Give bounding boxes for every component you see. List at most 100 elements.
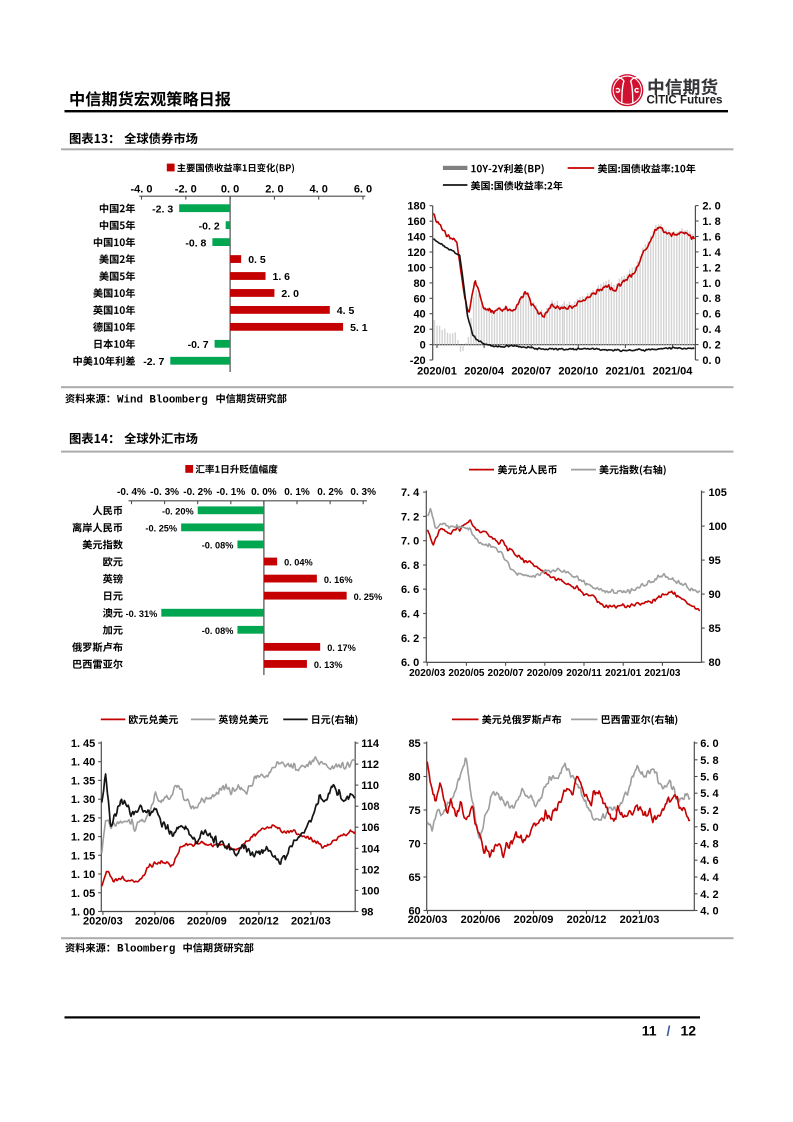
svg-text:60: 60 [413,293,425,305]
svg-text:1. 20: 1. 20 [71,832,95,844]
svg-text:80: 80 [408,772,420,784]
svg-text:2020/04: 2020/04 [464,365,505,377]
svg-text:-0. 08%: -0. 08% [202,541,234,551]
svg-text:6. 2: 6. 2 [401,633,419,645]
svg-text:12: 12 [681,1023,697,1039]
svg-text:120: 120 [407,247,425,259]
svg-text:70: 70 [408,839,420,851]
svg-text:100: 100 [709,521,727,533]
svg-text:4. 6: 4. 6 [700,855,718,867]
svg-text:-0. 4%: -0. 4% [117,487,146,498]
svg-text:2020/11: 2020/11 [566,668,602,679]
svg-text:85: 85 [408,738,420,750]
svg-text:4. 4: 4. 4 [700,872,719,884]
svg-text:0. 04%: 0. 04% [284,558,313,568]
svg-text:100: 100 [361,885,379,897]
svg-text:1. 05: 1. 05 [71,888,95,900]
svg-text:80: 80 [709,657,721,669]
svg-text:6. 6: 6. 6 [401,584,419,596]
svg-text:/: / [667,1023,671,1039]
svg-text:11: 11 [642,1023,657,1039]
svg-text:0. 6: 0. 6 [702,309,720,321]
svg-text:-0. 1%: -0. 1% [216,487,245,498]
svg-text:-0. 2: -0. 2 [199,220,220,232]
svg-text:60: 60 [408,906,420,918]
svg-text:180: 180 [407,201,425,213]
svg-text:1. 00: 1. 00 [71,907,95,919]
svg-text:20: 20 [413,324,425,336]
svg-text:1. 0: 1. 0 [702,278,720,290]
svg-text:2020/03: 2020/03 [409,668,446,679]
svg-text:98: 98 [361,907,373,919]
svg-text:2021/03: 2021/03 [291,916,331,928]
svg-text:2020/03: 2020/03 [408,914,448,926]
svg-text:1. 25: 1. 25 [71,813,95,825]
svg-text:100: 100 [407,263,425,275]
svg-text:5. 0: 5. 0 [700,822,718,834]
svg-text:0. 1%: 0. 1% [284,487,310,498]
svg-text:-4. 0: -4. 0 [130,184,152,196]
svg-text:-0. 08%: -0. 08% [202,626,234,636]
svg-text:1. 35: 1. 35 [71,775,95,787]
svg-text:0. 17%: 0. 17% [327,643,356,653]
svg-text:-0. 20%: -0. 20% [162,507,194,517]
svg-text:40: 40 [413,309,425,321]
svg-text:1. 10: 1. 10 [71,869,95,881]
svg-text:1. 2: 1. 2 [702,262,720,274]
svg-text:4. 0: 4. 0 [700,906,718,918]
svg-text:Wind Bloomberg: Wind Bloomberg [117,394,208,406]
svg-text:0. 16%: 0. 16% [324,575,353,585]
svg-text:4. 5: 4. 5 [337,305,355,317]
svg-text:2021/04: 2021/04 [653,365,694,377]
svg-text:CITIC Futures: CITIC Futures [647,94,723,107]
svg-text:1. 45: 1. 45 [71,738,95,750]
svg-text:-0. 2%: -0. 2% [183,487,212,498]
svg-text:5. 4: 5. 4 [700,788,719,800]
svg-text:5. 8: 5. 8 [700,755,718,767]
svg-text:90: 90 [709,589,721,601]
svg-text:-2. 0: -2. 0 [175,184,197,196]
svg-text:2020/03: 2020/03 [83,916,123,928]
svg-text:0. 8: 0. 8 [702,293,720,305]
svg-text:114: 114 [361,738,380,750]
svg-text:0. 0: 0. 0 [221,184,239,196]
svg-text:80: 80 [413,278,425,290]
svg-text:2020/06: 2020/06 [461,914,501,926]
svg-text:108: 108 [361,801,379,813]
svg-text:2020/05: 2020/05 [448,668,485,679]
svg-text:6. 0: 6. 0 [354,184,372,196]
svg-text:7. 0: 7. 0 [401,536,419,548]
svg-text:0: 0 [420,340,426,352]
svg-text:2020/09: 2020/09 [514,914,554,926]
svg-text:6. 4: 6. 4 [401,609,420,621]
svg-text:2020/06: 2020/06 [135,916,175,928]
svg-text:2020/07: 2020/07 [511,365,551,377]
svg-text:6. 0: 6. 0 [700,738,718,750]
svg-text:0. 3%: 0. 3% [350,487,376,498]
svg-text:2021/01: 2021/01 [606,365,646,377]
svg-text:2020/10: 2020/10 [558,365,598,377]
svg-text:-2. 7: -2. 7 [143,356,164,368]
svg-text:5. 6: 5. 6 [700,772,718,784]
svg-text:1. 15: 1. 15 [71,850,95,862]
svg-text:0. 2: 0. 2 [702,340,720,352]
svg-text:6. 0: 6. 0 [401,657,419,669]
svg-text:104: 104 [361,843,380,855]
svg-text:2020/09: 2020/09 [527,668,564,679]
svg-text:4. 8: 4. 8 [700,839,718,851]
svg-text:1. 6: 1. 6 [702,232,720,244]
svg-text:-0. 8: -0. 8 [185,237,206,249]
svg-text:-0. 7: -0. 7 [188,339,209,351]
svg-text:Bloomberg: Bloomberg [117,944,175,956]
svg-text:-2. 3: -2. 3 [152,203,173,215]
svg-text:110: 110 [361,780,379,792]
svg-text:85: 85 [709,623,721,635]
svg-text:2020/07: 2020/07 [488,668,525,679]
svg-text:112: 112 [361,759,379,771]
svg-text:0. 0%: 0. 0% [251,487,277,498]
svg-text:0. 0: 0. 0 [702,355,720,367]
svg-text:0. 25%: 0. 25% [354,592,383,602]
svg-text:-0. 3%: -0. 3% [150,487,179,498]
svg-text:2020/12: 2020/12 [239,916,279,928]
svg-text:1. 4: 1. 4 [702,247,721,259]
